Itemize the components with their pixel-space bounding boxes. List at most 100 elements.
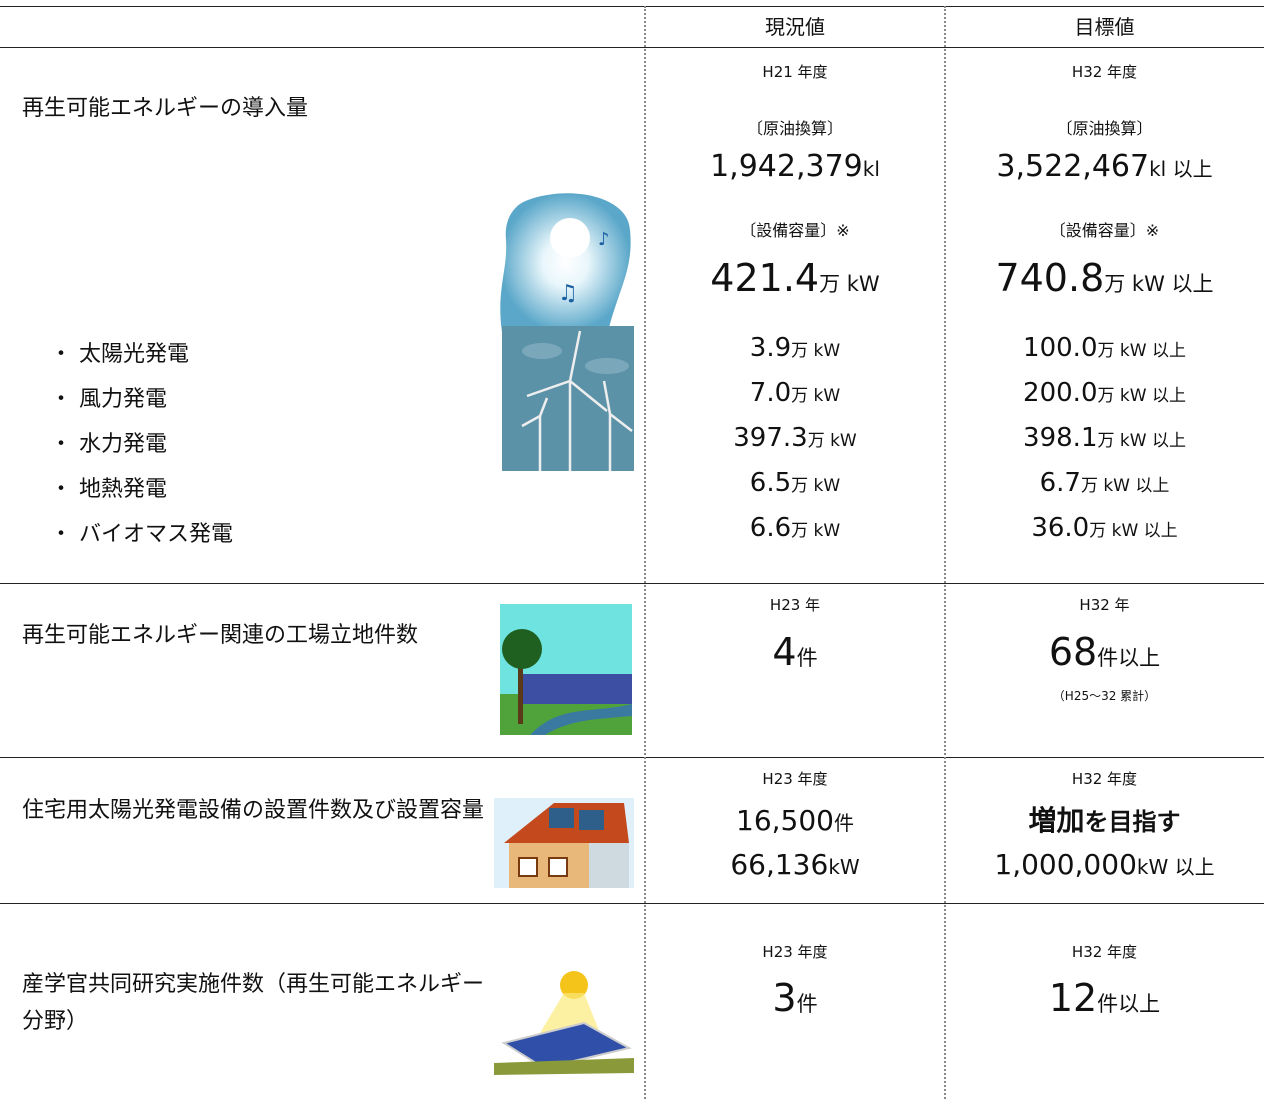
item-label: ・ 地熱発電 [50, 477, 167, 502]
header-cell: 目標値 [945, 16, 1264, 38]
cell-line: H23 年度 [645, 943, 945, 961]
value: 16,500 [736, 804, 834, 837]
period: H32 年度 [1071, 943, 1138, 961]
house-illustration [494, 798, 634, 888]
value: 1,000,000 [994, 848, 1137, 881]
current-value: 7.0 [749, 378, 792, 408]
svg-text:♪: ♪ [598, 229, 610, 250]
period: H23 年度 [762, 943, 828, 961]
unit: を目指す [1084, 808, 1181, 836]
period: H32 年度 [1071, 770, 1138, 788]
value: 3 [772, 976, 797, 1020]
cell-line: 66,136kW [645, 848, 945, 881]
value: 66,136 [730, 848, 829, 881]
oil-label: 〔原油換算〕 [1056, 119, 1153, 138]
oil-label: 〔原油換算〕 [746, 119, 843, 138]
target-value: 398.1 [1023, 423, 1098, 453]
unit: 件以上 [1097, 992, 1161, 1016]
unit: 件以上 [1097, 646, 1161, 670]
period: H32 年度 [1071, 63, 1138, 81]
note: （H25～32 累計） [1052, 689, 1157, 703]
unit: kW [828, 855, 860, 879]
cell-line: 100.0万 kW 以上 [945, 334, 1264, 363]
item-label: ・ 風力発電 [50, 387, 167, 412]
target-unit: 万 kW 以上 [1097, 431, 1186, 451]
rule [0, 903, 1264, 904]
rule [0, 757, 1264, 758]
cell-line: 36.0万 kW 以上 [945, 514, 1264, 543]
current-value: 3.9 [749, 333, 792, 363]
target-unit: 万 kW 以上 [1097, 386, 1186, 406]
factory-illustration [500, 604, 632, 735]
cell-line: 7.0万 kW [645, 379, 945, 408]
capacity-value: 421.4 [710, 256, 820, 300]
target-value: 100.0 [1023, 333, 1098, 363]
target: 目標値 [1074, 15, 1135, 39]
row-label: 産学官共同研究実施件数（再生可能エネルギー分野） [22, 972, 485, 1034]
svg-text:♫: ♫ [558, 281, 578, 306]
target-unit: 万 kW 以上 [1097, 341, 1186, 361]
cell-line: 6.5万 kW [645, 469, 945, 498]
cell-line: 〔原油換算〕 [945, 120, 1264, 138]
cell-line: 〔設備容量〕※ [645, 222, 945, 240]
capacity-unit: 万 kW [819, 272, 880, 296]
current-value: 6.5 [749, 468, 792, 498]
cell-line: 〔原油換算〕 [645, 120, 945, 138]
period: H23 年度 [762, 770, 828, 788]
capacity-value: 740.8 [995, 256, 1105, 300]
capacity-label: 〔設備容量〕※ [740, 221, 850, 240]
oil-unit: kl [862, 157, 880, 181]
current-value: 397.3 [733, 423, 808, 453]
unit: kW 以上 [1136, 855, 1215, 879]
cell-line: H32 年 [945, 596, 1264, 614]
solar-panel-illustration [494, 971, 634, 1075]
row-label: 再生可能エネルギーの導入量 [22, 96, 309, 121]
cell-line: 〔設備容量〕※ [945, 222, 1264, 240]
cell-line: （H25～32 累計） [945, 686, 1264, 704]
target-value: 36.0 [1031, 513, 1090, 543]
target-unit: 万 kW 以上 [1089, 521, 1178, 541]
capacity-label: 〔設備容量〕※ [1049, 221, 1160, 240]
cell-line: 12件以上 [945, 976, 1264, 1020]
cell-line: 4件 [645, 631, 945, 674]
cell-line: 増加を目指す [945, 804, 1264, 837]
cell-line: 397.3万 kW [645, 424, 945, 453]
header-cell: 現況値 [645, 16, 945, 38]
cell-line: H21 年度 [645, 63, 945, 81]
target-unit: 万 kW 以上 [1080, 476, 1170, 496]
oil-unit: kl 以上 [1149, 157, 1213, 181]
cell-line: H23 年 [645, 596, 945, 614]
item-label: ・ バイオマス発電 [50, 522, 233, 547]
current: 現況値 [765, 15, 825, 39]
value: 12 [1048, 976, 1098, 1020]
item-label: ・ 水力発電 [50, 432, 167, 457]
current-unit: 万 kW [791, 476, 841, 496]
value: 増加 [1028, 804, 1085, 837]
cell-line: 3.9万 kW [645, 334, 945, 363]
current-unit: 万 kW [807, 431, 857, 451]
cell-line: 3件 [645, 976, 945, 1020]
current-unit: 万 kW [791, 341, 841, 361]
period: H21 年度 [762, 63, 828, 81]
oil-value: 1,942,379 [710, 149, 863, 184]
row-label: 住宅用太陽光発電設備の設置件数及び設置容量 [22, 798, 485, 823]
sun-illustration: ♪ ♫ [500, 193, 631, 332]
unit: 件 [796, 646, 818, 670]
period: H23 年 [769, 596, 821, 614]
cell-line: 200.0万 kW 以上 [945, 379, 1264, 408]
rule [0, 583, 1264, 584]
column-divider [644, 6, 646, 1099]
cell-line: 6.7万 kW 以上 [945, 469, 1264, 498]
row-label: 再生可能エネルギー関連の工場立地件数 [22, 623, 419, 648]
cell-line: 68件以上 [945, 630, 1264, 674]
current-unit: 万 kW [791, 386, 841, 406]
wind-illustration [502, 326, 634, 471]
unit: 件 [833, 811, 854, 835]
cell-line: H32 年度 [945, 943, 1264, 961]
capacity-unit: 万 kW 以上 [1104, 272, 1214, 296]
cell-line: 3,522,467kl 以上 [945, 150, 1264, 183]
value: 68 [1048, 630, 1098, 674]
item-label: ・ 太陽光発電 [50, 342, 189, 367]
target-value: 200.0 [1023, 378, 1098, 408]
